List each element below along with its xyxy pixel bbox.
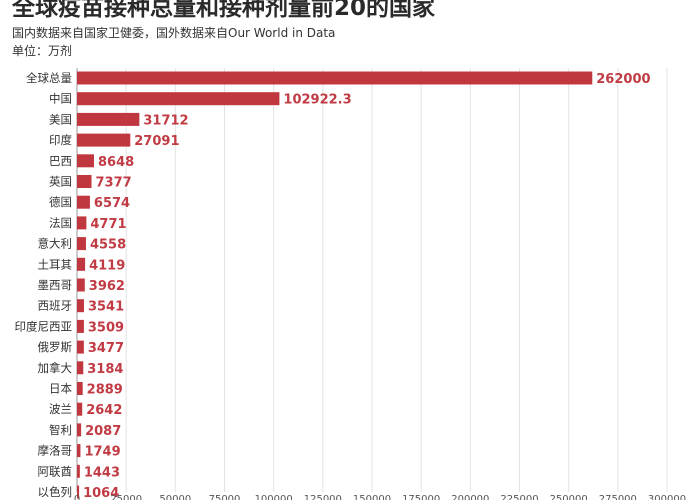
- category-label: 美国: [49, 112, 72, 126]
- bar: [77, 154, 95, 168]
- x-tick-label: 250000: [550, 494, 588, 500]
- x-tick-label: 75000: [209, 494, 241, 500]
- bar: [77, 216, 87, 230]
- category-label: 英国: [49, 175, 72, 189]
- value-label: 4771: [90, 217, 126, 232]
- x-tick-label: 100000: [255, 494, 293, 500]
- value-label: 1749: [84, 445, 120, 460]
- bar: [77, 464, 80, 478]
- value-label: 3962: [89, 279, 125, 294]
- value-label: 2889: [87, 383, 123, 398]
- category-label: 巴西: [49, 154, 72, 168]
- category-label: 意大利: [38, 237, 73, 251]
- x-axis-ticks: 0 25000 50000 75000 100000 125000 150000 175000…: [74, 494, 686, 500]
- value-label: 2087: [85, 424, 121, 439]
- labels-layer: 全球总量 262000 中国 102922.3 美国 31712 印度 27091 巴西 8648…: [15, 71, 651, 500]
- x-tick-label: 50000: [159, 494, 191, 500]
- category-label: 西班牙: [38, 299, 73, 313]
- value-label: 1064: [83, 486, 119, 500]
- chart-subtitle: 国内数据来自国家卫健委，国外数据来自Our World in Data: [12, 26, 336, 40]
- category-label: 阿联酋: [38, 464, 73, 478]
- category-label: 智利: [49, 423, 72, 437]
- bar: [77, 299, 84, 313]
- bars-layer: [77, 71, 593, 499]
- bar: [77, 423, 82, 437]
- bar: [77, 257, 86, 271]
- value-label: 7377: [96, 176, 132, 191]
- category-label: 波兰: [49, 402, 72, 416]
- x-tick-label: 175000: [402, 494, 440, 500]
- unit-label: 单位：万剂: [12, 44, 73, 58]
- bar: [77, 175, 92, 188]
- category-label: 摩洛哥: [38, 444, 73, 458]
- x-tick-label: 125000: [304, 494, 342, 500]
- value-label: 1443: [84, 465, 120, 480]
- category-label: 德国: [49, 195, 72, 209]
- category-label: 法国: [49, 216, 72, 230]
- bar: [77, 278, 85, 292]
- category-label: 俄罗斯: [38, 340, 73, 354]
- bar: [77, 402, 83, 416]
- category-label: 印度: [49, 133, 72, 147]
- category-label: 日本: [49, 382, 72, 396]
- x-tick-label: 200000: [451, 494, 489, 500]
- value-label: 3509: [88, 320, 124, 335]
- value-label: 31712: [143, 113, 188, 128]
- bar: [77, 485, 80, 499]
- bar: [77, 340, 84, 354]
- category-label: 全球总量: [26, 71, 72, 85]
- value-label: 27091: [134, 134, 179, 149]
- bar: [77, 382, 83, 395]
- bar: [77, 237, 86, 251]
- bar: [77, 195, 90, 209]
- category-label: 以色列: [38, 485, 73, 499]
- x-tick-label: 150000: [353, 494, 391, 500]
- x-tick-label: 25000: [110, 494, 142, 500]
- x-tick-label: 300000: [648, 494, 686, 500]
- category-label: 印度尼西亚: [15, 319, 73, 333]
- bar: [77, 112, 140, 126]
- value-label: 8648: [98, 155, 134, 170]
- category-label: 中国: [49, 92, 72, 106]
- category-label: 土耳其: [38, 257, 73, 271]
- category-label: 加拿大: [38, 361, 73, 375]
- value-label: 4119: [89, 258, 125, 273]
- x-tick-label: 275000: [599, 494, 637, 500]
- value-label: 3541: [88, 300, 124, 315]
- value-label: 4558: [90, 238, 126, 253]
- value-label: 102922.3: [283, 93, 351, 108]
- bar: [77, 71, 593, 85]
- bar: [77, 92, 280, 106]
- grid-layer: [76, 68, 668, 492]
- x-tick-label: 0: [74, 494, 80, 500]
- bar: [77, 361, 84, 375]
- bar: [77, 133, 131, 147]
- value-label: 2642: [86, 403, 122, 418]
- value-label: 262000: [596, 72, 650, 87]
- x-tick-label: 225000: [500, 494, 538, 500]
- value-label: 3184: [87, 362, 123, 377]
- bar: [77, 444, 81, 458]
- bar: [77, 319, 84, 333]
- value-label: 6574: [94, 196, 130, 211]
- category-label: 墨西哥: [38, 278, 73, 292]
- chart-title: 全球疫苗接种总量和接种剂量前20的国家: [12, 0, 436, 21]
- value-label: 3477: [88, 341, 124, 356]
